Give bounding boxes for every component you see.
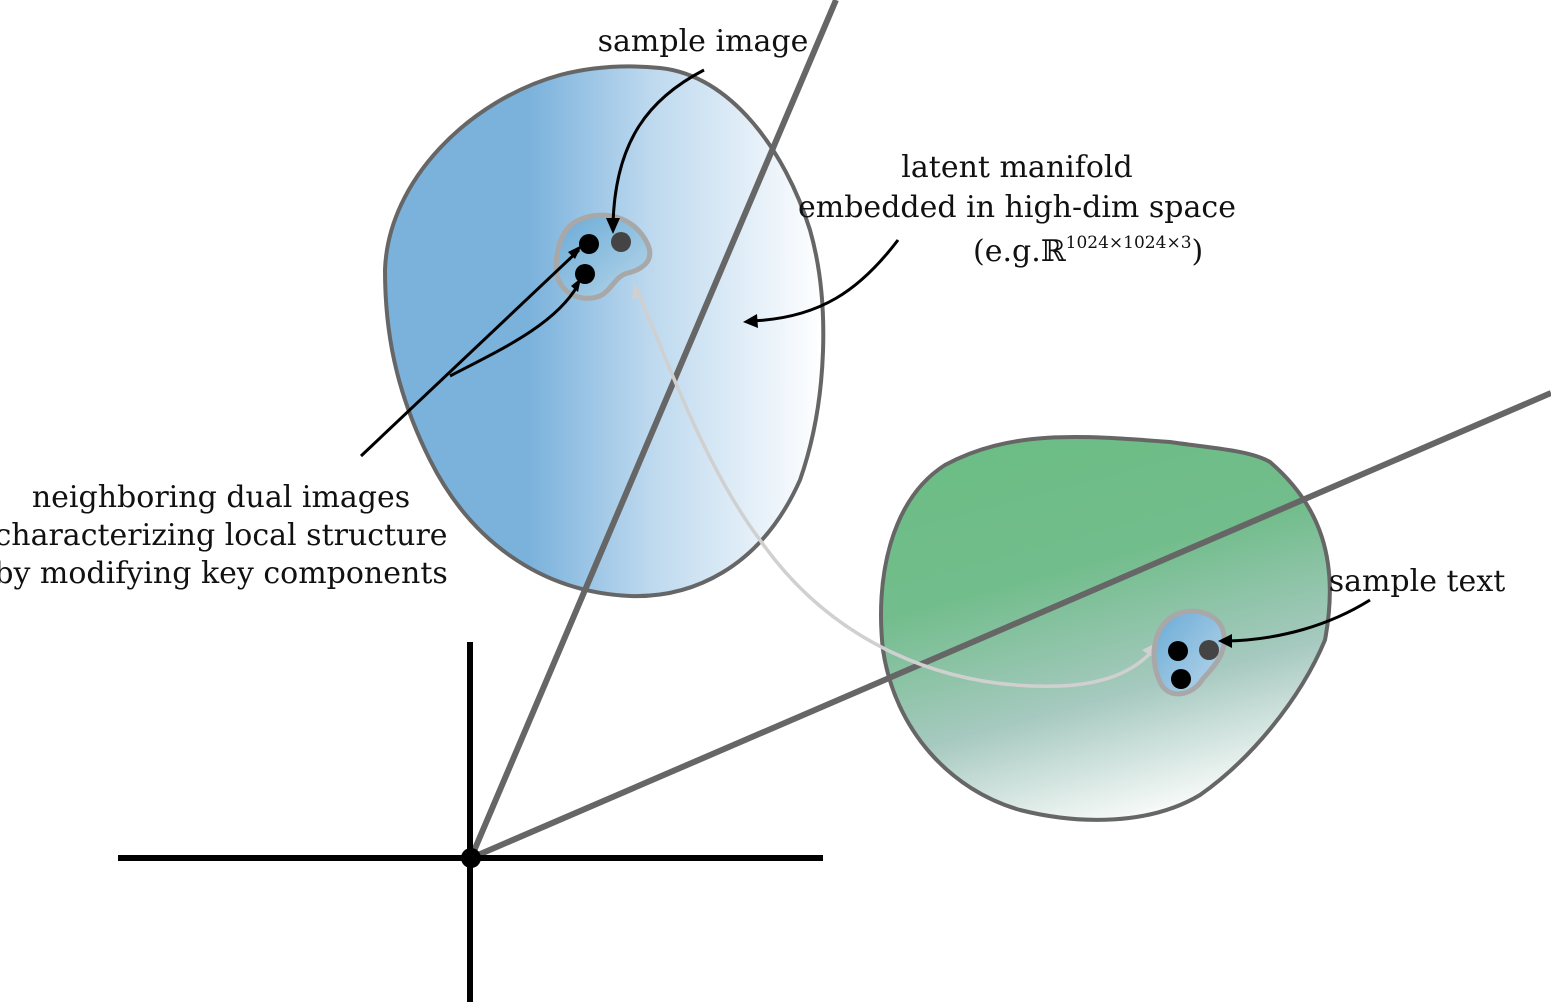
text-neighborhood xyxy=(1151,608,1227,697)
neighbor-point xyxy=(1171,669,1191,689)
sample-image-pointer xyxy=(611,68,705,226)
text-manifold xyxy=(879,434,1332,822)
latent-manifold-label-line1: latent manifold xyxy=(901,150,1132,185)
projection-line-image xyxy=(468,0,839,860)
image-text-connector xyxy=(634,287,1158,688)
image-manifold xyxy=(382,64,826,599)
neighbors-pointer xyxy=(359,248,581,458)
neighbors-label-line1: neighboring dual images xyxy=(32,480,410,515)
neighbors-arrowhead xyxy=(568,245,582,259)
neighbors-label-line3: by modifying key components xyxy=(0,556,448,591)
sample-image-point xyxy=(611,232,631,252)
neighbors-arrowhead xyxy=(571,278,581,292)
connector-arrowhead-image xyxy=(632,283,642,300)
sample-image-arrowhead xyxy=(606,218,620,234)
neighbors-label-line2: characterizing local structure xyxy=(0,518,448,553)
dimension-example-label: (e.g.ℝ1024×1024×3) xyxy=(973,233,1203,269)
neighbor-point xyxy=(1168,641,1188,661)
sample-text-point xyxy=(1199,640,1219,660)
latent-manifold-pointer xyxy=(751,239,900,323)
neighbor-point xyxy=(579,234,599,254)
sample-text-label: sample text xyxy=(1329,564,1506,599)
origin-point xyxy=(461,848,481,868)
neighbors-pointer-curve xyxy=(449,284,580,378)
sample-image-label: sample image xyxy=(598,24,809,59)
sample-text-arrowhead xyxy=(1218,634,1232,648)
sample-text-pointer xyxy=(1225,598,1371,643)
latent-manifold-label-line2: embedded in high-dim space xyxy=(798,190,1236,225)
projection-line-text xyxy=(469,390,1551,861)
latent-manifold-arrowhead xyxy=(743,314,758,328)
